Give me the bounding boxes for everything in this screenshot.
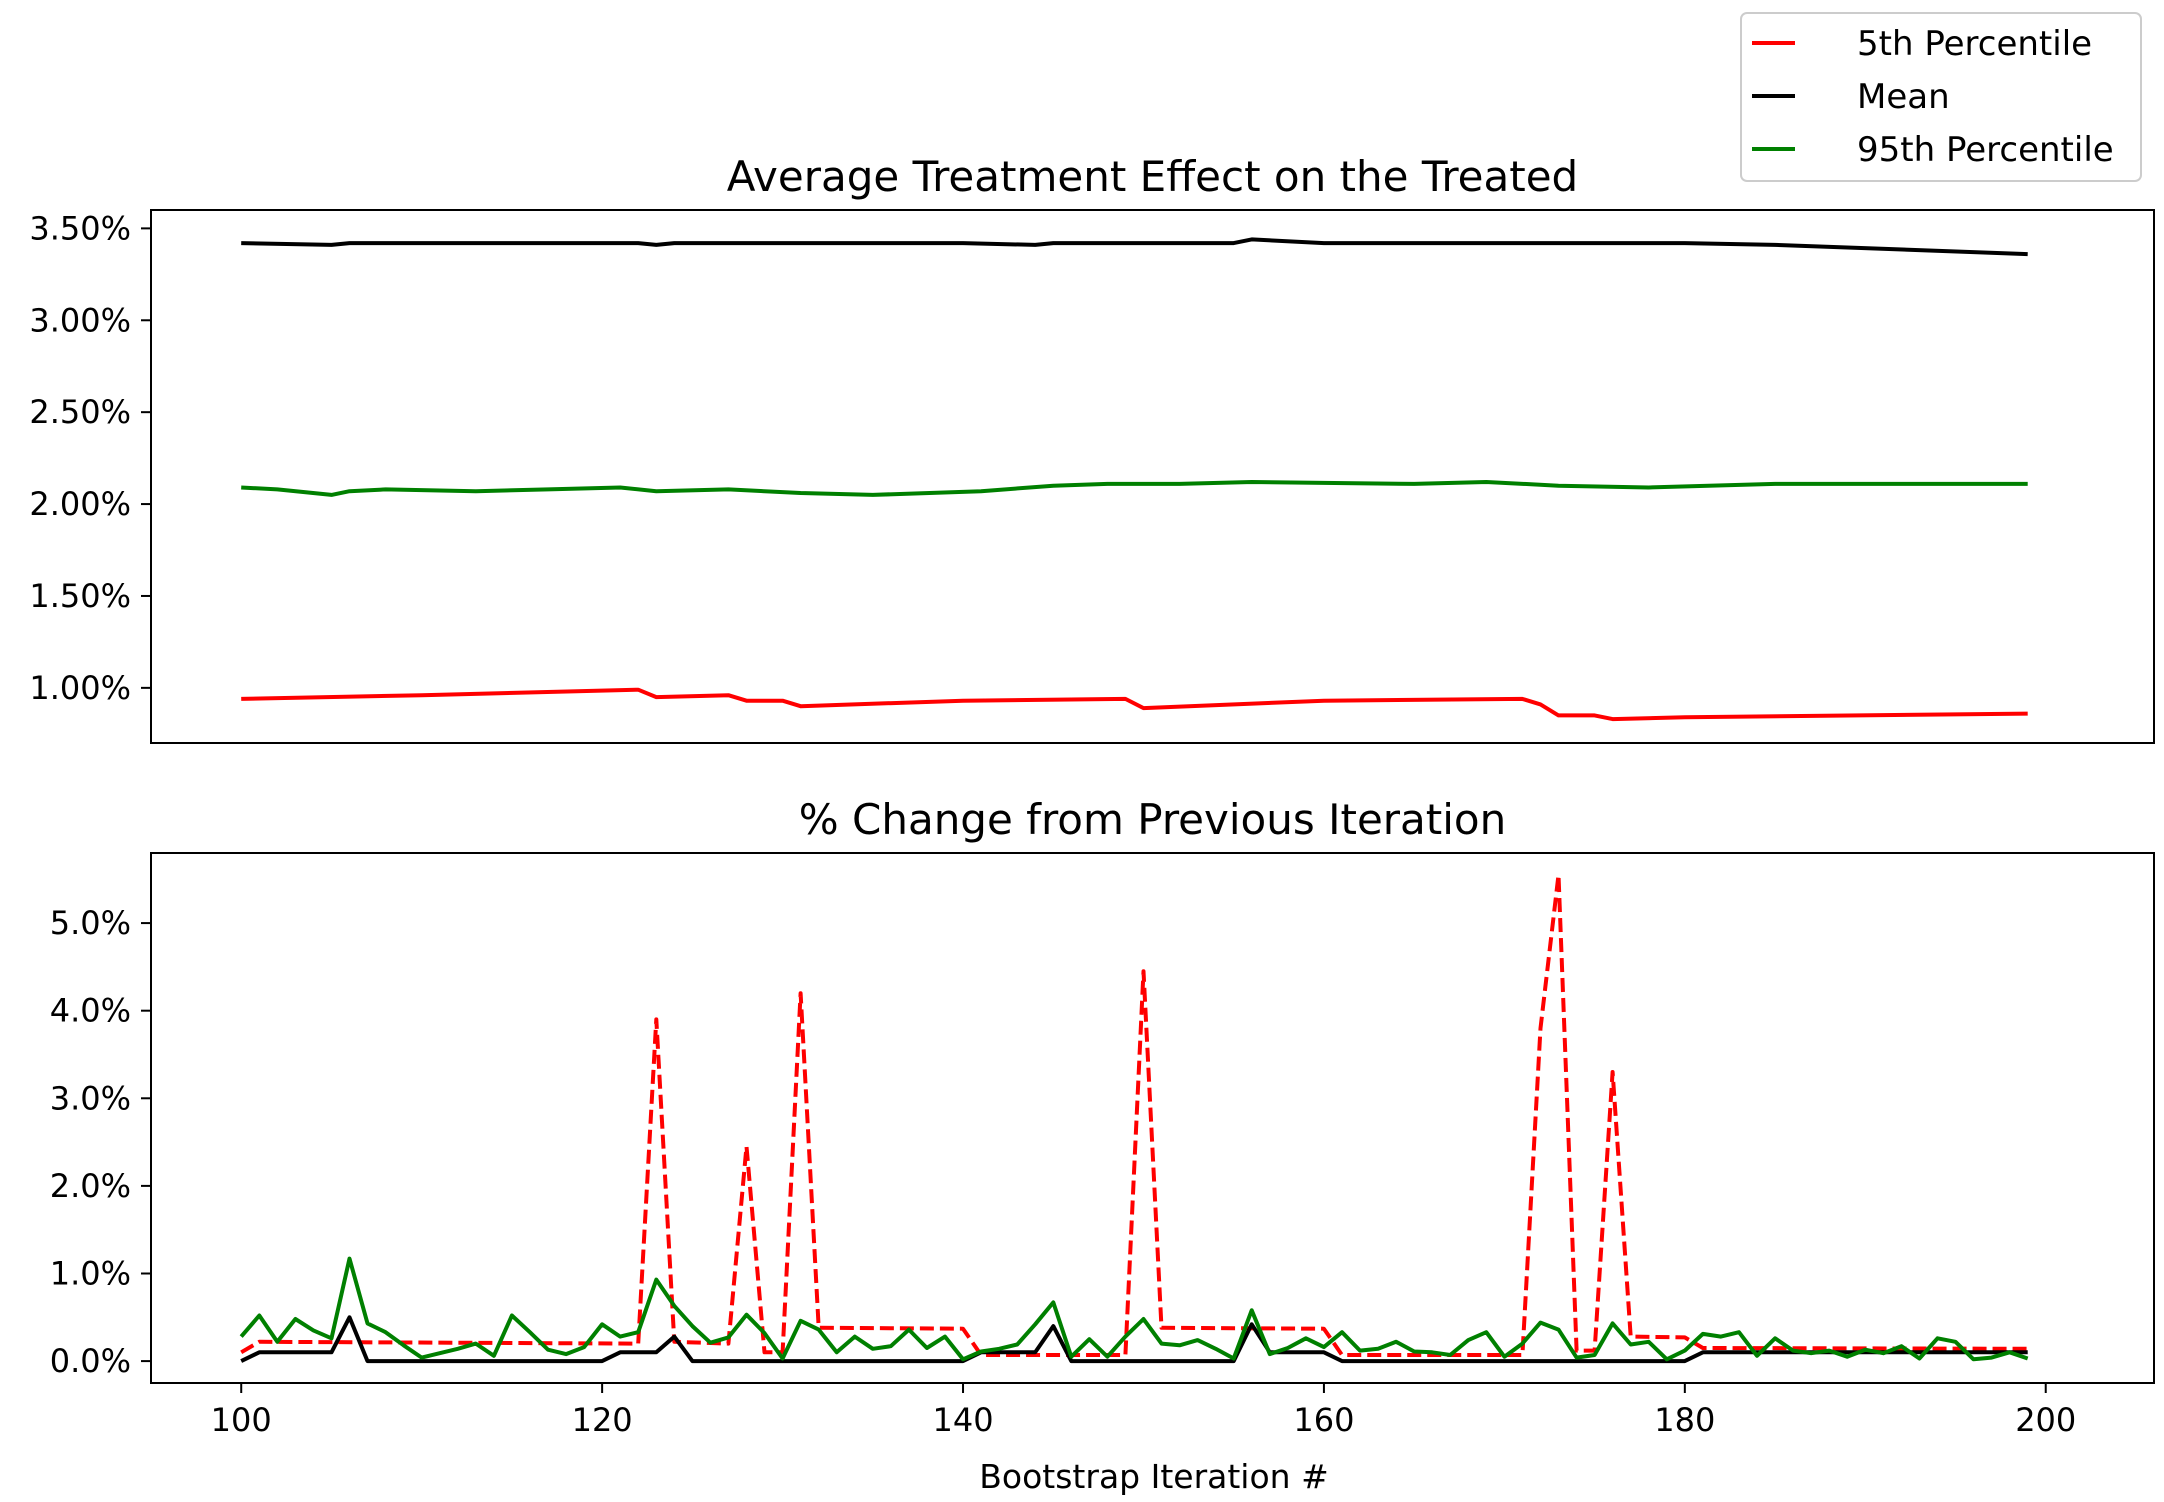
x-tick-label: 100 (211, 1401, 272, 1439)
plot-frame (150, 209, 2155, 744)
top-panel-ate-chart: Average Treatment Effect on the Treated 1… (29, 152, 2155, 744)
bottom-panel-pct-change-chart: % Change from Previous Iteration 0.0% 1.0%… (50, 795, 2155, 1439)
x-axis-label: Bootstrap Iteration # (979, 1457, 1328, 1496)
x-tick-label: 160 (1293, 1401, 1354, 1439)
series-line-mean (241, 237, 2028, 257)
x-tick-label: 120 (572, 1401, 633, 1439)
y-tick-label: 1.0% (50, 1254, 131, 1292)
y-tick-label: 2.0% (50, 1167, 131, 1205)
legend-label-mean: Mean (1857, 77, 1950, 117)
y-tick-label: 3.50% (29, 209, 131, 247)
y-tick-label: 5.0% (50, 904, 131, 942)
chart-title: Average Treatment Effect on the Treated (727, 152, 1578, 201)
x-tick-label: 140 (932, 1401, 993, 1439)
legend-label-5th-percentile: 5th Percentile (1857, 24, 2092, 64)
y-tick-label: 1.50% (29, 577, 131, 615)
plot-frame (150, 852, 2155, 1384)
y-tick-label: 0.0% (50, 1342, 131, 1380)
legend-label-95th-percentile: 95th Percentile (1857, 130, 2114, 170)
series-line-5th-percentile (240, 872, 2028, 1357)
series-line-5th-percentile (241, 687, 2028, 722)
y-tick-label: 3.00% (29, 301, 131, 339)
legend: 5th Percentile Mean 95th Percentile (1740, 12, 2142, 182)
y-tick-label: 2.50% (29, 393, 131, 431)
legend-frame (1740, 12, 2142, 182)
x-tick-label: 180 (1654, 1401, 1715, 1439)
y-tick-label: 1.00% (29, 669, 131, 707)
y-tick-label: 4.0% (50, 992, 131, 1030)
series-line-95th-percentile (239, 1256, 2029, 1362)
y-tick-label: 3.0% (50, 1079, 131, 1117)
chart-title: % Change from Previous Iteration (799, 795, 1507, 844)
series-line-95th-percentile (241, 480, 2028, 497)
x-tick-label: 200 (2015, 1401, 2076, 1439)
y-tick-label: 2.00% (29, 485, 131, 523)
